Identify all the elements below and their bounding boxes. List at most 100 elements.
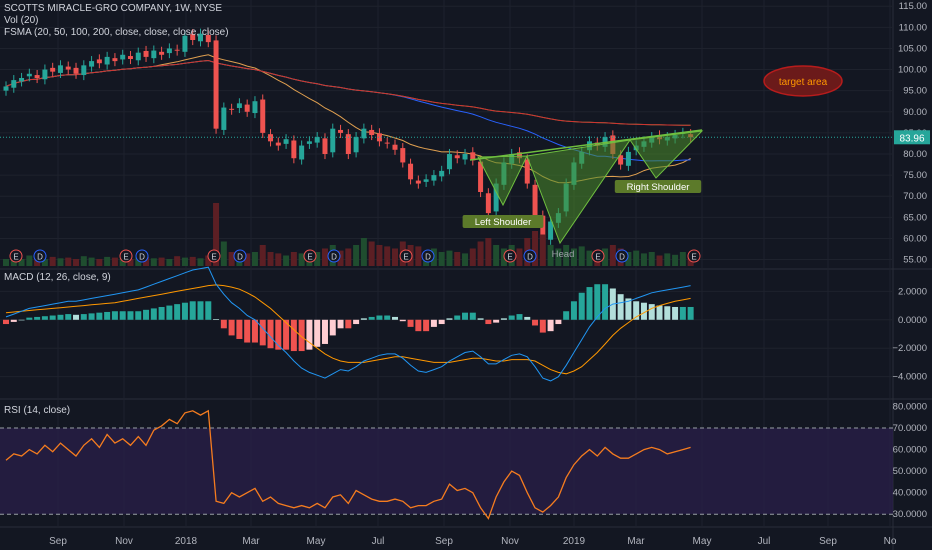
earnings-marker-label: E [123, 253, 128, 262]
candle-body [252, 101, 258, 114]
volume-bar [485, 238, 492, 266]
volume-bar [111, 257, 118, 266]
candle-body [166, 48, 172, 54]
candle-body [439, 170, 445, 177]
left-shoulder-label: Left Shoulder [475, 217, 532, 228]
candle-body [314, 137, 320, 143]
macd-tick-label: 0.0000 [898, 315, 927, 326]
volume-bar [259, 245, 266, 266]
candle-body [485, 193, 491, 214]
volume-bar [174, 256, 181, 266]
earnings-marker [119, 249, 133, 263]
macd-histogram-bar [189, 301, 196, 320]
volume-bar [150, 258, 157, 266]
macd-histogram-bar [392, 316, 398, 320]
candle-body [275, 142, 281, 146]
macd-histogram-bar [539, 319, 546, 333]
volume-bar [197, 258, 204, 266]
candle-body [120, 54, 126, 60]
macd-histogram-bar [26, 317, 33, 320]
macd-histogram-bar [469, 312, 476, 320]
price-tick-label: 75.00 [903, 170, 927, 181]
volume-bar [205, 255, 212, 266]
volume-bar [119, 258, 126, 266]
price-tick-label: 100.00 [898, 65, 927, 76]
dividend-marker-label: D [37, 253, 43, 262]
macd-histogram-bar [602, 284, 609, 320]
volume-bar [267, 252, 274, 266]
x-tick-label: Jul [372, 536, 385, 547]
macd-histogram-bar [135, 311, 142, 320]
x-tick-label: 2019 [563, 536, 586, 547]
candle-body [400, 148, 406, 163]
candle-body [151, 50, 157, 59]
x-tick-label: May [307, 536, 326, 547]
volume-bar [88, 257, 95, 266]
earnings-marker-label: E [211, 253, 216, 262]
macd-histogram-bar [508, 315, 515, 320]
macd-histogram-bar [3, 319, 9, 325]
earnings-marker [591, 249, 605, 263]
dividend-marker [523, 249, 537, 263]
price-tick-label: 115.00 [899, 1, 927, 12]
macd-histogram-bar [656, 305, 663, 320]
volume-bar [516, 248, 523, 266]
volume-bar [3, 259, 9, 266]
candle-body [299, 145, 305, 160]
candle-body [493, 183, 499, 212]
right-shoulder-triangle [629, 130, 704, 179]
candle-body [182, 35, 188, 52]
macd-histogram-bar [205, 301, 212, 320]
macd-histogram-bar [547, 319, 554, 332]
candle-body [11, 80, 17, 88]
chart-title: SCOTTS MIRACLE-GRO COMPANY, 1W, NYSE [4, 3, 222, 14]
volume-bar [570, 248, 577, 266]
macd-histogram-bar [267, 319, 274, 349]
volume-bar [640, 253, 647, 266]
volume-legend: Vol (20) [4, 15, 39, 26]
macd-histogram-bar [41, 316, 48, 320]
macd-histogram-bar [337, 319, 344, 329]
candle-body [625, 151, 631, 166]
macd-histogram-bar [104, 311, 111, 320]
volume-bar [586, 250, 593, 266]
macd-histogram-bar [127, 311, 134, 320]
macd-histogram-bar [49, 315, 56, 320]
macd-histogram-bar [648, 304, 655, 320]
price-badge-label: 83.96 [899, 133, 924, 144]
macd-legend: MACD (12, 26, close, 9) [4, 272, 111, 284]
macd-histogram-bar [345, 319, 352, 329]
candle-body [415, 180, 421, 184]
volume-bar [679, 252, 686, 266]
macd-histogram-bar [485, 319, 492, 325]
macd-histogram-bar [111, 311, 118, 320]
rsi-panel[interactable] [0, 409, 893, 520]
candle-body [478, 161, 484, 192]
macd-histogram-bar [415, 319, 422, 332]
macd-histogram-bar [329, 319, 336, 336]
macd-histogram-bar [500, 318, 507, 320]
volume-bar [633, 250, 640, 266]
candle-body [361, 128, 367, 139]
macd-histogram-bar [524, 316, 531, 320]
macd-histogram-bar [454, 315, 461, 320]
ma-200-line [5, 59, 691, 126]
macd-histogram-bar [407, 319, 414, 327]
volume-bar [298, 253, 305, 266]
macd-histogram-bar [493, 319, 500, 323]
price-tick-label: 65.00 [903, 212, 927, 223]
volume-bar [368, 241, 375, 266]
candle-body [244, 104, 250, 112]
axes[interactable]: Sep Nov 2018 Mar May Jul Sep Nov 2019 Mar May Jul Se… [49, 1, 930, 547]
dividend-marker [615, 249, 629, 263]
volume-bar [127, 259, 134, 266]
volume-bar [73, 259, 80, 266]
macd-histogram-bar [516, 314, 523, 320]
volume-bar [283, 255, 290, 266]
candle-body [65, 66, 71, 70]
candle-body [3, 86, 9, 91]
price-panel[interactable] [0, 28, 893, 245]
volume-bar [454, 252, 461, 266]
macd-panel[interactable] [3, 266, 694, 382]
candle-body [353, 137, 359, 153]
